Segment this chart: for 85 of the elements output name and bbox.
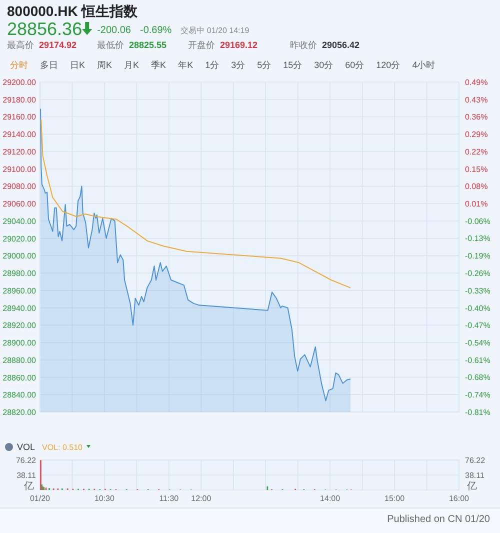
text: 分时 [10,60,28,70]
y2-tick-label: -0.74% [465,390,490,400]
y2-tick-label: -0.13% [465,234,490,244]
text: 日K [70,60,86,70]
y-tick-label: 28960.00 [2,286,37,296]
y-axis-title: 亿 [23,481,34,492]
text: 5分 [257,60,272,70]
y-tick-label: 29000.00 [2,252,37,261]
y-tick-label: 29100.00 [2,164,37,174]
text: 15分 [283,60,302,70]
y-tick-label: 28920.00 [2,321,37,330]
y-tick-label: 29120.00 [2,147,37,156]
text: 4小时 [412,60,436,70]
text: 年K [178,60,194,70]
text: 最低价 [97,40,124,50]
y-tick-label: 28940.00 [2,304,37,313]
y2-tick-label: -0.61% [465,356,490,365]
text: 交易中 01/20 14:19 [180,26,250,35]
text: 28825.55 [129,40,167,50]
x-tick-label: 10:30 [94,494,116,503]
y-tick-label: 29040.00 [2,216,37,226]
y2-tick-label: 0.01% [465,200,488,209]
text: 60分 [345,60,364,70]
chart-subtitle: VOL: 0.510 [42,443,84,452]
y2-tick-label: 0.36% [465,112,488,122]
text: 29169.12 [220,40,258,50]
text: 1分 [205,60,220,70]
y-tick-label: 29020.00 [2,234,37,244]
y-tick-label: 76.22 [16,456,37,465]
line-series [40,118,352,288]
y2-tick-label: -0.54% [465,338,490,348]
y2-tick-label: -0.06% [465,217,490,226]
y-tick-label: 28900.00 [2,338,37,348]
y2-tick-label: 0.43% [465,95,488,104]
text: 29056.42 [322,40,360,50]
text: -0.69% [140,25,172,36]
y2-tick-label: 0.49% [465,78,488,87]
text: 多日 [40,60,58,70]
y2-tick-label: -0.26% [465,268,490,278]
text: Published on CN 01/20 [387,514,490,525]
text: 月K [124,60,140,70]
y2-tick-label: -0.19% [465,252,490,261]
y2-axis-title: 亿 [466,481,477,492]
text: 120分 [376,60,400,70]
text: 最高价 [7,40,34,50]
y-tick-label: 29140.00 [2,130,37,140]
y-tick-label: 28880.00 [2,356,37,365]
y-tick-label: 28860.00 [2,373,37,382]
y2-tick-label: -0.81% [465,408,490,417]
y-tick-label: 28820.00 [2,408,37,417]
y2-tick-label: 38.11 [465,471,485,480]
text: 开盘价 [188,40,215,50]
y-tick-label: 29080.00 [2,182,37,192]
x-tick-label: 14:00 [320,494,341,503]
y-tick-label: 29060.00 [2,200,37,209]
x-tick-label: 15:00 [384,494,406,503]
chart-title: VOL [17,442,36,452]
text: 季K [151,60,166,70]
x-tick-label: 01/20 [30,494,51,503]
text: 昨收价 [290,40,317,50]
x-tick-label: 11:30 [159,494,180,503]
y2-tick-label: 0.08% [465,182,488,192]
y-tick-label: 29200.00 [2,78,37,87]
text: 周K [97,60,112,70]
x-tick-label: 16:00 [448,494,470,503]
y-tick-label: 28840.00 [2,390,37,400]
text: -200.06 [97,25,132,36]
y2-tick-label: 76.22 [465,456,486,465]
y2-tick-label: -0.33% [465,286,490,296]
text: 3分 [231,60,246,70]
text: 28856.36 [7,19,82,39]
text: 29174.92 [39,40,77,50]
y-tick-label: 29180.00 [2,95,37,104]
x-tick-label: 12:00 [191,494,212,503]
y-tick-label: 29160.00 [2,112,37,122]
text: 800000.HK 恒生指数 [7,3,139,19]
text: 30分 [314,60,334,70]
y2-tick-label: -0.68% [465,373,490,382]
y2-tick-label: 0.22% [465,147,488,156]
y2-tick-label: 0.15% [465,164,488,174]
y2-tick-label: -0.40% [465,304,490,313]
y-tick-label: 38.11 [16,471,37,480]
y-tick-label: 28980.00 [2,269,37,278]
y2-tick-label: 0.29% [465,130,488,139]
y2-tick-label: -0.47% [465,321,490,330]
